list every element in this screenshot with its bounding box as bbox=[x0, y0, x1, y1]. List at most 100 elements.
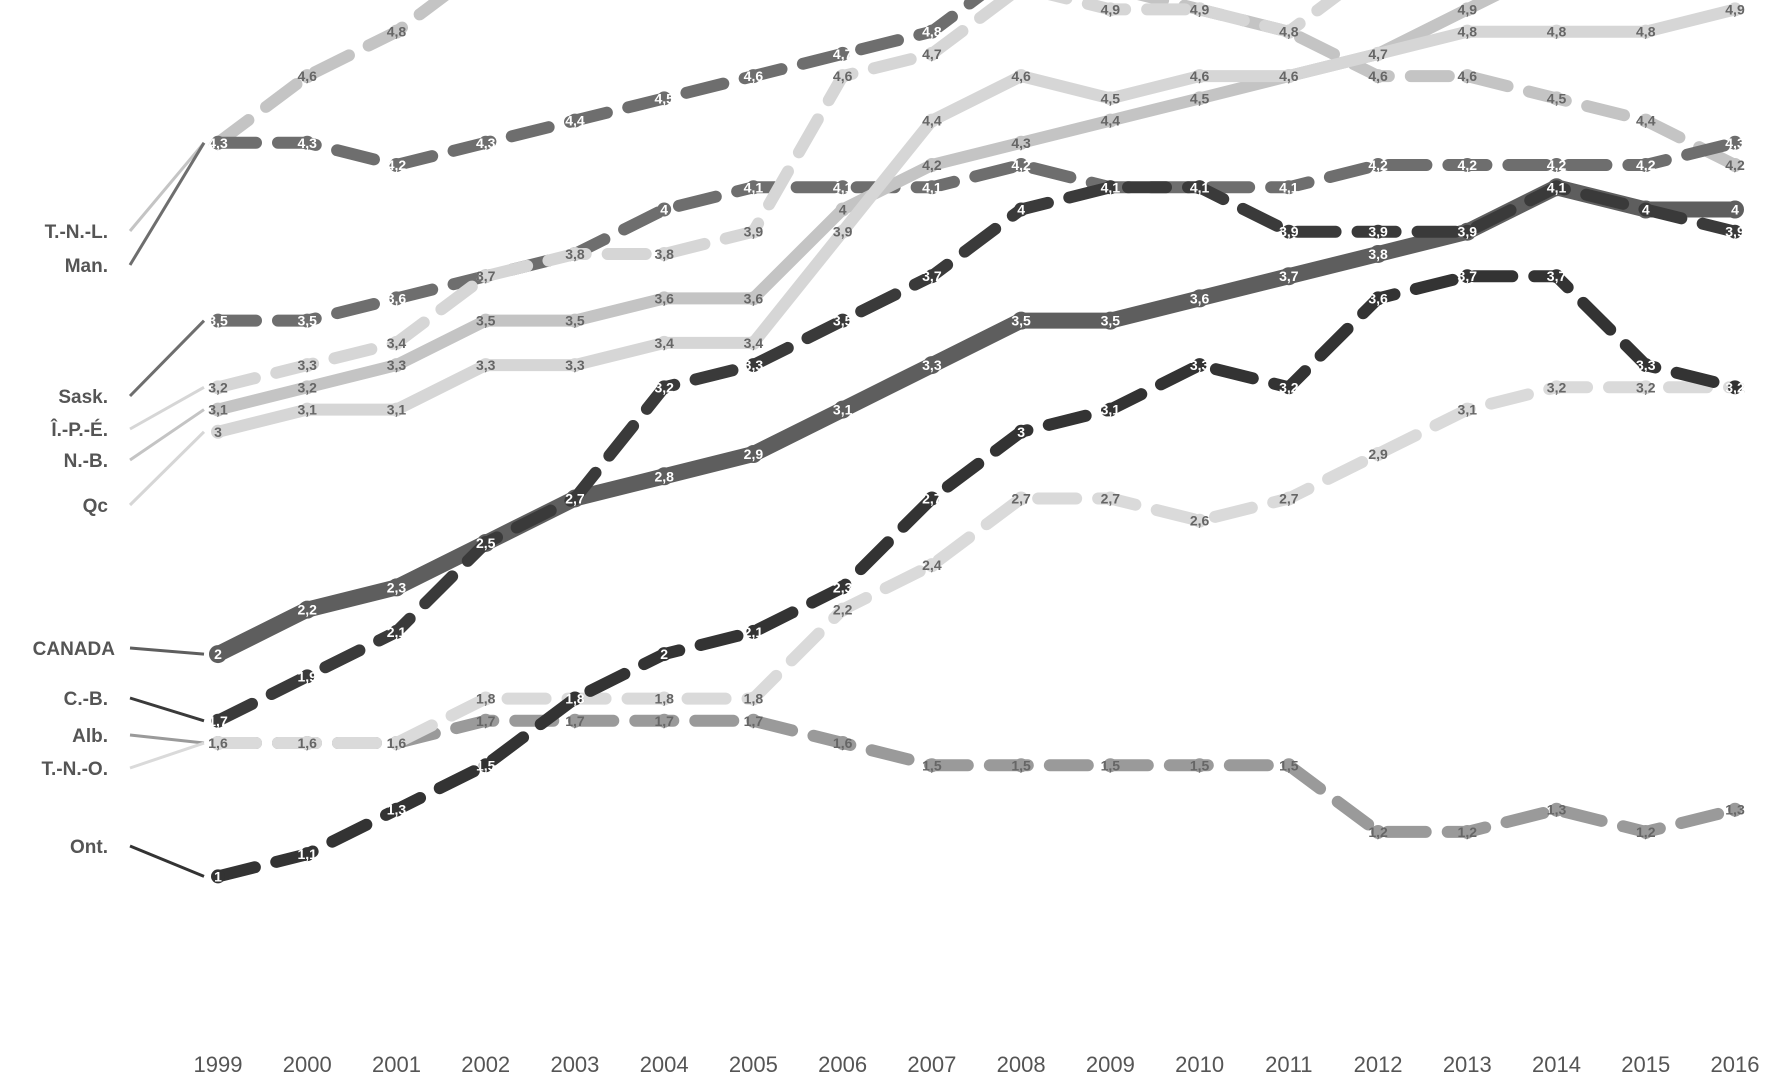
legend-label-sask: Sask. bbox=[58, 387, 108, 408]
data-label: 1,8 bbox=[744, 691, 764, 707]
data-label: 1,3 bbox=[387, 802, 407, 818]
data-point bbox=[1549, 24, 1564, 39]
data-label: 2,5 bbox=[476, 535, 496, 551]
data-label: 1 bbox=[214, 868, 222, 884]
data-label: 3,3 bbox=[744, 357, 764, 373]
x-tick-label: 1999 bbox=[194, 1052, 243, 1077]
data-point bbox=[835, 46, 850, 61]
data-label: 4,1 bbox=[1190, 179, 1210, 195]
data-point bbox=[478, 269, 493, 284]
data-point bbox=[1460, 2, 1475, 17]
x-tick-label: 2005 bbox=[729, 1052, 778, 1077]
x-axis: 1999 2000 2001 2002 2003 2004 2005 2006 2007 2008… bbox=[194, 1052, 1760, 1077]
data-label: 3,1 bbox=[833, 402, 853, 418]
data-label: 3,3 bbox=[387, 357, 407, 373]
data-label: 4 bbox=[1731, 202, 1739, 218]
legend-leader-n-b bbox=[129, 408, 205, 462]
legend-leader-t-n-l bbox=[128, 141, 206, 232]
data-label: 4,1 bbox=[833, 179, 853, 195]
data-label: 4,2 bbox=[1636, 157, 1656, 173]
data-label: 4,7 bbox=[922, 46, 942, 62]
data-point bbox=[1369, 244, 1388, 263]
data-label: 3,1 bbox=[1101, 402, 1121, 418]
data-label: 3,9 bbox=[833, 224, 853, 240]
data-label: 4,6 bbox=[1368, 68, 1388, 84]
data-point bbox=[300, 736, 315, 751]
series-line-ont bbox=[212, 270, 1741, 883]
data-point bbox=[835, 202, 850, 217]
legend-label-c-b: C.-B. bbox=[64, 689, 108, 710]
data-label: 4,5 bbox=[1547, 90, 1567, 106]
data-label: 3,2 bbox=[298, 379, 318, 395]
legend-label-t-n-o: T.-N.-O. bbox=[42, 759, 109, 780]
legend-label-t-n-l: T.-N.-L. bbox=[45, 222, 108, 243]
data-label: 4,3 bbox=[298, 135, 318, 151]
data-point bbox=[924, 269, 939, 284]
data-label: 4,8 bbox=[1547, 24, 1567, 40]
data-label: 3,3 bbox=[476, 357, 496, 373]
data-point bbox=[1460, 158, 1475, 173]
data-point bbox=[746, 180, 761, 195]
data-label: 1,7 bbox=[744, 713, 764, 729]
data-label: 3,8 bbox=[654, 246, 674, 262]
legend-label-man: Man. bbox=[65, 256, 108, 277]
data-label: 4,1 bbox=[1279, 179, 1299, 195]
data-point bbox=[746, 335, 761, 350]
data-point bbox=[211, 713, 225, 728]
data-point bbox=[1460, 269, 1475, 284]
data-label: 4 bbox=[839, 202, 847, 218]
x-tick-label: 2004 bbox=[640, 1052, 689, 1077]
legend-leader-sask bbox=[128, 319, 206, 398]
data-label: 3,1 bbox=[208, 402, 228, 418]
data-label: 3,5 bbox=[298, 313, 318, 329]
data-point bbox=[1549, 802, 1564, 817]
data-label: 4 bbox=[660, 202, 668, 218]
series-n-b: 3,1 3,2 3,3 3,5 3,5 3,6 3,6 4 4,2 4,3 4,4 4,5 4,6 4,7… bbox=[208, 0, 1500, 418]
data-point bbox=[478, 358, 493, 373]
data-point bbox=[1192, 69, 1207, 84]
series-line-alb bbox=[212, 714, 1741, 838]
data-point bbox=[1728, 224, 1742, 239]
data-label: 3,6 bbox=[744, 290, 764, 306]
data-point bbox=[1103, 2, 1118, 17]
x-tick-label: 2016 bbox=[1711, 1052, 1760, 1077]
legend-label-qc: Qc bbox=[83, 496, 109, 517]
data-point bbox=[211, 380, 225, 395]
data-label: 1,7 bbox=[654, 713, 674, 729]
data-label: 4,1 bbox=[1101, 179, 1121, 195]
data-point bbox=[835, 69, 850, 84]
data-point bbox=[746, 624, 761, 639]
data-label: 3,2 bbox=[1547, 379, 1567, 395]
data-point bbox=[1371, 824, 1386, 839]
series-line-n-b bbox=[212, 0, 1500, 416]
data-point bbox=[567, 713, 582, 728]
data-label: 4,6 bbox=[833, 68, 853, 84]
data-point bbox=[657, 291, 672, 306]
x-tick-label: 2006 bbox=[818, 1052, 867, 1077]
data-label: 1,5 bbox=[476, 757, 496, 773]
data-point bbox=[211, 402, 225, 417]
data-label: 4 bbox=[1642, 202, 1650, 218]
data-point bbox=[389, 802, 404, 817]
legend-leader-man bbox=[128, 142, 206, 266]
data-label: 3,1 bbox=[1458, 402, 1478, 418]
data-label: 4,3 bbox=[208, 135, 228, 151]
data-point bbox=[211, 135, 225, 150]
data-label: 3,7 bbox=[476, 268, 496, 284]
data-point bbox=[389, 24, 404, 39]
data-label: 2,3 bbox=[387, 579, 407, 595]
data-label: 1,5 bbox=[1190, 757, 1210, 773]
data-point bbox=[478, 135, 493, 150]
data-label: 2,1 bbox=[744, 624, 764, 640]
data-point bbox=[1371, 291, 1386, 306]
data-label: 3,3 bbox=[298, 357, 318, 373]
data-point bbox=[567, 491, 582, 506]
data-point bbox=[1549, 380, 1564, 395]
data-label: 1,5 bbox=[922, 757, 942, 773]
data-label: 4,5 bbox=[1101, 90, 1121, 106]
data-point bbox=[1549, 180, 1564, 195]
data-label: 3,5 bbox=[1101, 313, 1121, 329]
data-point bbox=[924, 158, 939, 173]
x-tick-label: 2001 bbox=[372, 1052, 421, 1077]
data-label: 4,4 bbox=[1101, 113, 1121, 129]
